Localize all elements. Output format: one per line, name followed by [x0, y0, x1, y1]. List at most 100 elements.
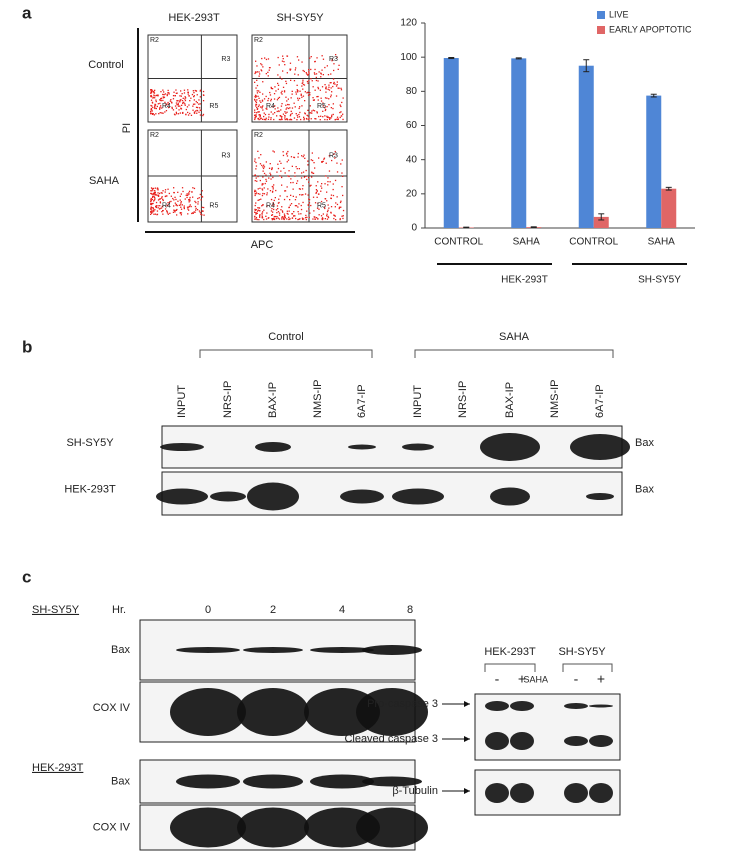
event-dot [151, 207, 153, 209]
event-dot [152, 106, 154, 109]
event-dot [192, 90, 194, 92]
event-dot [317, 88, 320, 90]
event-dot [277, 82, 279, 85]
event-dot [309, 94, 311, 96]
event-dot [277, 167, 280, 170]
event-dot [153, 199, 156, 201]
event-dot [337, 87, 339, 89]
event-dot [162, 213, 164, 215]
event-dot [258, 118, 260, 121]
event-dot [188, 199, 190, 201]
event-dot [308, 117, 310, 119]
event-dot [258, 157, 260, 159]
event-dot [203, 206, 205, 209]
event-dot [173, 91, 175, 93]
event-dot [325, 109, 327, 111]
event-dot [261, 70, 263, 72]
event-dot [288, 104, 290, 106]
event-dot [160, 207, 163, 209]
event-dot [159, 102, 161, 105]
event-dot [266, 205, 268, 207]
event-dot [300, 118, 302, 121]
event-dot [286, 107, 288, 109]
event-dot [151, 188, 153, 190]
event-dot [286, 155, 289, 157]
event-dot [295, 113, 297, 115]
event-dot [313, 216, 315, 218]
event-dot [272, 190, 274, 192]
event-dot [270, 118, 272, 121]
event-dot [258, 111, 260, 113]
event-dot [267, 71, 269, 73]
event-dot [264, 57, 266, 59]
event-dot [314, 89, 316, 91]
event-dot [292, 188, 294, 190]
event-dot [188, 190, 191, 192]
event-dot [281, 216, 283, 219]
event-dot [294, 199, 297, 201]
event-dot [187, 111, 189, 114]
event-dot [287, 159, 290, 161]
event-dot [277, 107, 279, 109]
event-dot [305, 72, 307, 74]
event-dot [301, 85, 303, 87]
event-dot [335, 202, 337, 204]
y-tick-label: 40 [406, 154, 418, 165]
event-dot [170, 101, 173, 103]
event-dot [192, 103, 195, 105]
event-dot [287, 175, 289, 177]
event-dot [301, 217, 304, 219]
protein-label: Bax [635, 483, 654, 495]
bar [443, 58, 459, 229]
event-dot [271, 214, 273, 216]
event-dot [180, 201, 182, 203]
event-dot [154, 89, 156, 91]
event-dot [330, 211, 332, 213]
event-dot [258, 207, 261, 209]
event-dot [265, 180, 268, 182]
event-dot [193, 95, 195, 97]
axis-title: PI [121, 123, 133, 133]
event-dot [158, 195, 160, 197]
event-dot [172, 109, 175, 111]
event-dot [187, 194, 189, 196]
event-dot [272, 176, 274, 179]
event-dot [320, 72, 322, 74]
event-dot [281, 78, 283, 80]
event-dot [194, 211, 196, 213]
event-dot [174, 202, 176, 204]
event-dot [175, 92, 177, 94]
event-dot [271, 191, 274, 193]
event-dot [181, 204, 183, 206]
event-dot [175, 102, 178, 104]
event-dot [263, 209, 265, 211]
row-label: SH-SY5Y [66, 437, 114, 449]
event-dot [338, 206, 341, 208]
event-dot [162, 112, 164, 114]
band [570, 434, 630, 460]
event-dot [309, 92, 311, 94]
event-dot [276, 115, 278, 117]
event-dot [281, 216, 284, 218]
event-dot [336, 203, 339, 206]
event-dot [186, 196, 188, 199]
event-dot [332, 113, 334, 116]
event-dot [263, 118, 265, 121]
event-dot [277, 202, 280, 204]
event-dot [324, 115, 326, 117]
event-dot [318, 115, 320, 118]
event-dot [151, 101, 154, 103]
event-dot [168, 92, 170, 94]
band [485, 732, 509, 750]
event-dot [199, 90, 201, 92]
band [247, 482, 299, 511]
event-dot [255, 100, 257, 102]
event-dot [283, 61, 285, 63]
band [402, 443, 434, 451]
event-dot [262, 204, 264, 206]
event-dot [290, 97, 292, 99]
event-dot [286, 161, 288, 163]
sign: + [518, 671, 526, 687]
event-dot [317, 86, 319, 89]
event-dot [274, 108, 276, 110]
